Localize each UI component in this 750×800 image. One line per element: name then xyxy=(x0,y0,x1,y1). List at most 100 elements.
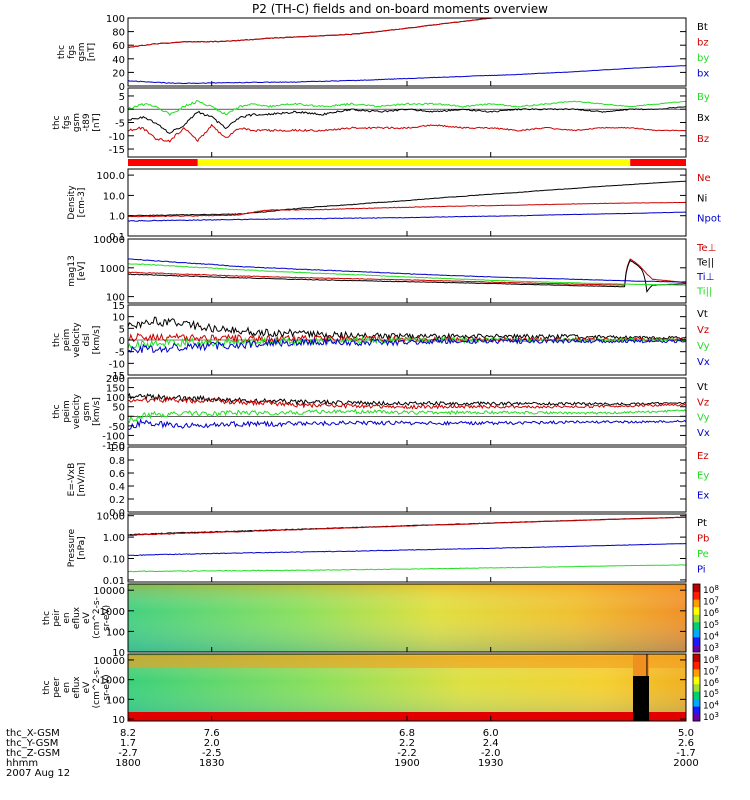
x-row-label: hhmm xyxy=(6,758,38,769)
y-axis-label: thc xyxy=(52,115,62,129)
y-tick-label: 0.1 xyxy=(109,232,125,243)
y-tick-label: 10000 xyxy=(93,235,125,246)
y-tick-label: 20 xyxy=(112,68,125,79)
y-tick-label: -150 xyxy=(102,441,125,452)
y-tick-label: 150 xyxy=(106,384,125,395)
y-axis-label: en xyxy=(62,682,72,693)
legend-Pt: Pt xyxy=(697,518,707,529)
x-tick-label: 6.8 xyxy=(399,728,415,739)
y-axis-label: [cm-3] xyxy=(77,188,87,218)
y-tick-label: -10 xyxy=(109,359,125,370)
flag-bar xyxy=(128,159,686,166)
x-tick-label: 1800 xyxy=(115,758,140,769)
panel-frame xyxy=(127,87,687,158)
y-tick-label: 1.0 xyxy=(109,212,125,223)
panel-fgs-mag: thc fgs gsm [nT] 100 80 60 40 20 0 Bt bz by bx xyxy=(57,14,709,93)
series-line-By xyxy=(127,100,686,117)
y-axis-label: [nT] xyxy=(87,43,97,61)
colorbar-label: 104 xyxy=(703,700,719,712)
legend-Vy: Vy xyxy=(697,413,710,424)
y-axis-label: [km/s] xyxy=(92,397,102,426)
y-axis-label: peir xyxy=(52,609,62,627)
panel-ion-spectrogram: thc peir en eflux eV (cm^2-s-sr-eV)1081071061… xyxy=(42,583,719,659)
y-tick-label: -5 xyxy=(115,348,125,359)
colorbar-label: 105 xyxy=(703,688,719,700)
y-tick-label: 200 xyxy=(106,374,125,385)
colorbar-swatch xyxy=(693,654,700,662)
y-tick-label: 5 xyxy=(119,92,125,103)
series-line-Npot xyxy=(127,211,687,222)
legend-Vt: Vt xyxy=(697,309,708,320)
series-line-Vx xyxy=(127,418,687,431)
series-line-Ti⊥ xyxy=(128,258,686,283)
y-tick-label: 0 xyxy=(119,82,125,93)
y-tick-label: 0.10 xyxy=(103,555,125,566)
x-tick-label: 1930 xyxy=(478,758,503,769)
x-tick-label: 6.0 xyxy=(483,728,499,739)
series-line-Vz xyxy=(127,396,687,410)
colorbar-swatch xyxy=(693,636,700,645)
y-tick-label: 1.00 xyxy=(103,533,125,544)
panel-electron-spectrogram: thc peer en eflux eV (cm^2-s-sr-eV)1081071061… xyxy=(42,653,719,726)
y-tick-label: 100 xyxy=(106,293,125,304)
y-tick-label: 10.00 xyxy=(96,512,125,523)
legend-Bx: Bx xyxy=(697,113,710,124)
y-tick-label: 10 xyxy=(112,715,125,726)
y-tick-label: 0 xyxy=(119,412,125,423)
colorbar-label: 103 xyxy=(703,711,719,723)
y-tick-label: 1.0 xyxy=(109,443,125,454)
y-tick-label: 10000 xyxy=(93,586,125,597)
panel-density: Density [cm-3] 100.0 10.0 1.0 0.1 Ne Ni Npot xyxy=(67,168,721,243)
legend-Ne: Ne xyxy=(697,173,711,184)
legend-bx: bx xyxy=(697,69,709,80)
legend-Bz: Bz xyxy=(697,134,709,145)
colorbar-swatch xyxy=(693,606,700,615)
x-tick-label: -2.2 xyxy=(397,748,417,759)
y-axis-label: [mV/m] xyxy=(77,463,87,497)
y-axis-label: thc xyxy=(42,680,52,694)
legend-by: by xyxy=(697,53,709,64)
y-axis-label: thc xyxy=(42,611,52,625)
y-axis-label: (cm^2-s- xyxy=(92,597,102,639)
colorbar-swatch xyxy=(693,668,700,677)
y-tick-label: 0.4 xyxy=(109,482,125,493)
y-tick-label: 40 xyxy=(112,55,125,66)
y-tick-label: 0.01 xyxy=(103,576,125,587)
legend-Vx: Vx xyxy=(697,357,710,368)
panel-frame xyxy=(127,446,687,513)
panel-pressure: Pressure [nPa] 10.00 1.00 0.10 0.01 Pt Pb Pe Pi xyxy=(67,512,709,587)
x-tick-label: 1.7 xyxy=(120,738,136,749)
y-tick-label: 0.0 xyxy=(109,508,125,519)
colorbar-label: 107 xyxy=(703,665,719,677)
x-row-label: thc_Y-GSM xyxy=(6,738,58,749)
y-axis-label: fgs xyxy=(62,115,72,129)
legend-Ex: Ex xyxy=(697,490,709,501)
flag-segment xyxy=(128,159,198,166)
y-tick-label: -15 xyxy=(109,145,125,156)
panel-fgs-dsl: thc fgs gsm -t89 [nT] 5 0 -5 -10 -15 By Bx Bz xyxy=(52,87,710,158)
series-line-Bz xyxy=(127,123,687,143)
panel-frame xyxy=(127,238,687,304)
legend-Ez: Ez xyxy=(697,451,709,462)
x-row-label: thc_X-GSM xyxy=(6,728,60,739)
y-tick-label: 1000 xyxy=(100,676,125,687)
y-tick-label: -50 xyxy=(109,422,125,433)
y-axis-label: sr-eV) xyxy=(102,674,112,700)
y-axis-label: fgs xyxy=(67,45,77,59)
y-axis-label: gsm xyxy=(77,42,87,61)
series-line-Bt xyxy=(127,17,686,48)
y-axis-label: thc xyxy=(57,45,67,59)
y-axis-label: gsm xyxy=(72,113,82,132)
flag-segment xyxy=(197,159,631,166)
series-line-Pe xyxy=(127,543,686,557)
x-tick-label: 2000 xyxy=(673,758,698,769)
y-tick-label: 100 xyxy=(106,627,125,638)
series-line-Vx xyxy=(127,337,687,354)
spectrogram-shading xyxy=(128,584,686,652)
x-tick-label: 2.6 xyxy=(678,738,694,749)
legend-Vx: Vx xyxy=(697,428,710,439)
legend-Ey: Ey xyxy=(697,471,709,482)
y-axis-label: en xyxy=(62,612,72,623)
